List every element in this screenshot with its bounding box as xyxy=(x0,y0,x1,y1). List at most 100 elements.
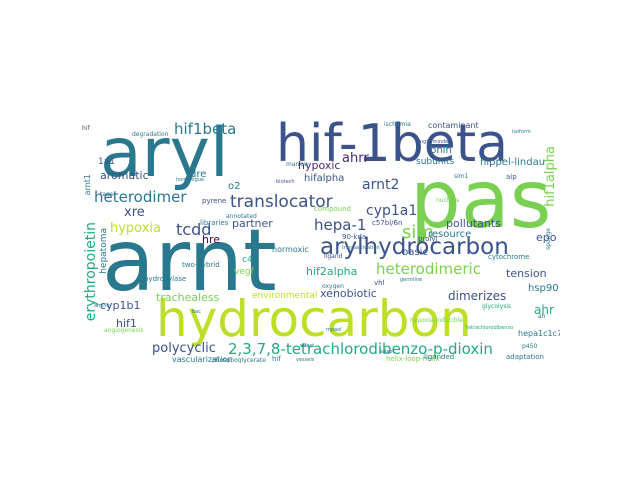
word-liganded: liganded xyxy=(424,353,455,361)
word-tension: tension xyxy=(506,267,547,280)
word-hepa-1: hepa-1 xyxy=(314,216,367,234)
word-translocator: translocator xyxy=(230,192,333,212)
word-hypoxic: hypoxic xyxy=(298,159,341,172)
word-heterodimer: heterodimer xyxy=(94,188,187,206)
word-arnt2: arnt2 xyxy=(362,177,400,193)
word-nucleus: nucleus xyxy=(436,197,460,204)
word-hepa1c1c7: hepa1c1c7 xyxy=(518,329,560,338)
word-hypoxia-inducible: hypoxia-inducible xyxy=(410,317,463,324)
word-cytochrome: cytochrome xyxy=(488,253,530,261)
word-hif: hif xyxy=(272,355,281,363)
word-oxygen: oxygen xyxy=(322,283,344,290)
word-compound: compound xyxy=(314,205,351,213)
word-hif2alpha: hif2alpha xyxy=(306,265,358,278)
word-resource: resource xyxy=(428,229,472,240)
word-sponge: sponge xyxy=(545,228,552,250)
word-amino: amino xyxy=(94,303,110,309)
word-90-kda: 90-kda xyxy=(342,233,367,241)
word-prolyl: prolyl xyxy=(418,235,438,243)
word-single-minded: single-minded xyxy=(416,139,452,145)
word-isoform: isoform xyxy=(512,129,531,135)
word-arnt: arnt xyxy=(102,211,277,311)
word-cyp1b1: cyp1b1 xyxy=(100,299,141,312)
word-hifalpha: hifalpha xyxy=(304,173,345,184)
word-polycyclic: polycyclic xyxy=(152,341,216,356)
word-xre: xre xyxy=(124,205,145,220)
word-hif1: hif1 xyxy=(116,317,137,330)
word-effect: effect xyxy=(300,343,315,349)
word-ah: ah xyxy=(538,313,546,320)
word-ahrr: ahrr xyxy=(342,151,369,166)
word-angiogenesis: angiogenesis xyxy=(104,327,144,334)
word-xenobiotic: xenobiotic xyxy=(320,287,377,300)
word-1a1: 1a1 xyxy=(98,157,115,167)
word-vascularization: vascularization xyxy=(172,355,233,364)
word-tetrachlorodibenzo: tetrachlorodibenzo xyxy=(466,325,514,331)
word-phosphoglycerate: phosphoglycerate xyxy=(212,357,266,364)
word-glycolysis: glycolysis xyxy=(482,303,512,310)
word-homologue: homologue xyxy=(176,177,205,183)
word-germline: germline xyxy=(400,277,423,283)
word-dre: dre xyxy=(190,169,207,180)
word-arnt1: arnt1 xyxy=(83,174,92,196)
word-libraries: libraries xyxy=(200,219,229,227)
word-pyrene: pyrene xyxy=(202,197,227,205)
word-mpaol: mpaol xyxy=(326,327,342,333)
word-vhl: vhl xyxy=(374,279,385,287)
word-hif1alpha: hif1alpha xyxy=(543,146,558,207)
word-dimerizes: dimerizes xyxy=(448,289,507,303)
word-basic: basic xyxy=(402,247,428,258)
word-adapt: adapt xyxy=(380,349,395,355)
word-hypoxia: hypoxia xyxy=(110,221,162,236)
word-degradation: degradation xyxy=(132,131,169,138)
word-pollutants: pollutants xyxy=(446,217,501,230)
word-bhlh: bhlh xyxy=(430,145,452,156)
word-annotated: annotated xyxy=(226,213,257,220)
word-tetrachlorodibenzo-p-dioxin: 2,3,7,8-tetrachlorodibenzo-p-dioxin xyxy=(228,340,493,358)
word-hydroxylase: hydroxylase xyxy=(144,275,187,283)
word-heterodimeric: heterodimeric xyxy=(376,260,481,278)
word-hif-1beta: hif-1beta xyxy=(276,118,508,174)
word-hydrocarbon: hydrocarbon xyxy=(156,290,472,348)
word-hif-small: hif xyxy=(82,125,90,132)
word-helix-loop-helix: helix-loop-helix xyxy=(386,355,440,363)
word-hif1beta: hif1beta xyxy=(174,120,237,138)
word-hepatoma: hepatoma xyxy=(99,228,109,274)
word-subunits: subunits xyxy=(416,157,455,167)
word-two-hybrid: two-hybrid xyxy=(182,261,220,269)
word-contaminant: contaminant xyxy=(428,121,479,130)
word-trachealess: trachealess xyxy=(156,291,220,304)
word-hippel-lindau: hippel-lindau xyxy=(480,157,546,168)
word-sim1: sim1 xyxy=(454,173,469,180)
word-biotech: biotech xyxy=(276,179,295,185)
word-hsp90: hsp90 xyxy=(528,283,559,294)
word-p450: p450 xyxy=(522,343,538,350)
word-aryl: aryl xyxy=(100,118,229,193)
word-c57bl-6n: c57bl/6n xyxy=(372,219,403,227)
word-partner: partner xyxy=(232,217,273,230)
word-ligand: ligand xyxy=(324,253,343,260)
word-arylhydrocarbon: arylhydrocarbon xyxy=(320,234,509,260)
word-c4: c4 xyxy=(242,255,253,265)
word-vessels: vessels xyxy=(296,357,315,363)
word-hre: hre xyxy=(202,233,221,246)
word-environmental: environmental xyxy=(252,291,318,301)
word-aromatic: aromatic xyxy=(100,169,149,182)
word-marrow: marrow xyxy=(286,161,309,168)
word-vegf: vegf xyxy=(234,267,254,277)
word-ahr: ahr xyxy=(534,303,554,317)
word-ischemia: ischemia xyxy=(384,121,411,128)
word-aip: aip xyxy=(506,173,517,181)
word-o2: o2 xyxy=(228,181,241,192)
word-pas: pas xyxy=(410,153,552,246)
word-sim: sim xyxy=(402,222,434,243)
word-tcdd: tcdd xyxy=(176,220,212,239)
word-transactivation: transactivation xyxy=(342,245,380,251)
word-normoxic: normoxic xyxy=(272,245,309,254)
word-cloud: arnt aryl hif-1beta pas hydrocarbon aryl… xyxy=(80,118,560,363)
word-epo: epo xyxy=(536,231,557,244)
word-bac: bac xyxy=(192,309,201,315)
word-cyp1a1: cyp1a1 xyxy=(366,203,418,219)
word-adaptation: adaptation xyxy=(506,353,544,361)
word-tags: tags xyxy=(100,191,113,198)
